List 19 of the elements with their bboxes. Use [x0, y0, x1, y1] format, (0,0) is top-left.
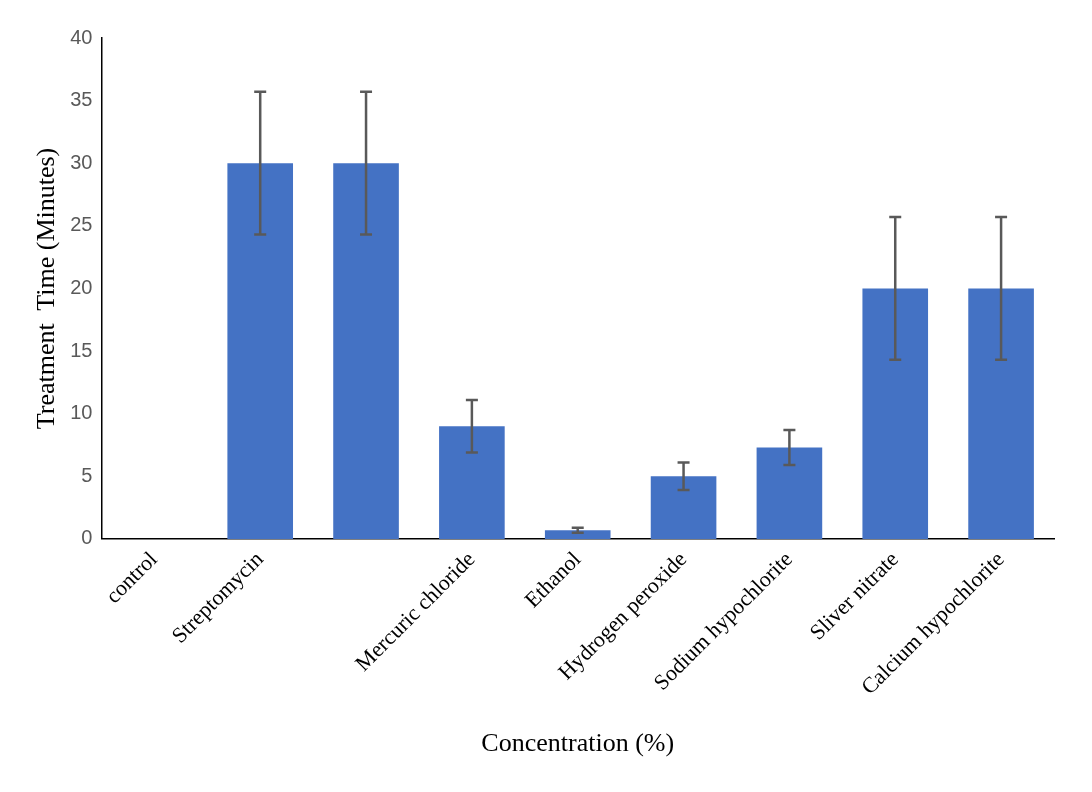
y-tick-label: 30 [70, 150, 93, 173]
bar [439, 426, 505, 539]
y-axis-title: Treatment Time (Minutes) [31, 147, 61, 430]
bar [650, 476, 717, 539]
y-tick-label: 40 [70, 25, 93, 48]
y-tick-label: 25 [70, 213, 93, 236]
x-axis-title: Concentration (%) [481, 728, 675, 758]
y-tick-label: 20 [70, 275, 93, 298]
bar [968, 288, 1034, 539]
y-tick-label: 15 [70, 338, 93, 361]
y-tick-label: 0 [81, 526, 93, 549]
bar [862, 288, 929, 539]
y-tick-label: 5 [81, 463, 93, 486]
bar [756, 447, 823, 539]
y-tick-label: 35 [70, 88, 93, 111]
bar [333, 163, 399, 539]
bar [544, 530, 611, 539]
y-tick-label: 10 [70, 401, 93, 424]
bar [227, 163, 294, 539]
